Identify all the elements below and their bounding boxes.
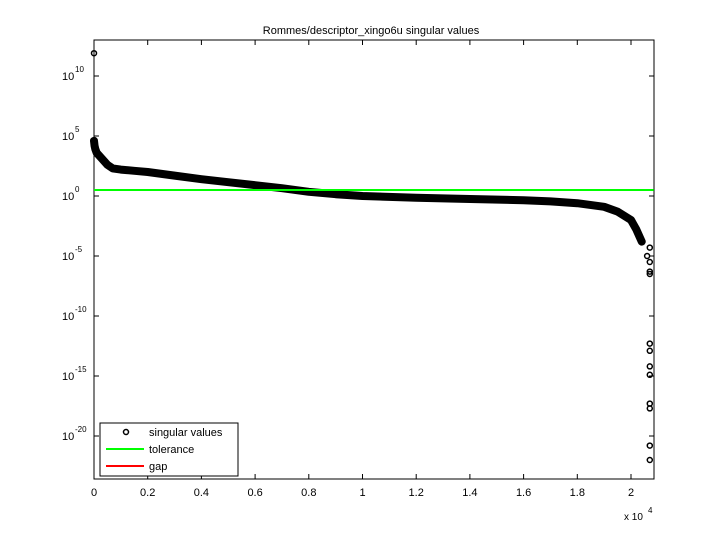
y-tick-label-exp: 0 <box>75 185 80 194</box>
x-tick-label: 2 <box>628 487 634 499</box>
data-point-circle <box>646 347 654 355</box>
data-point-circle <box>646 371 654 379</box>
y-tick-label-exp: -5 <box>75 245 83 254</box>
data-point-circle <box>646 340 654 347</box>
plot-area: 0 0.2 0.4 0.6 0.8 1 1.2 1.4 1.6 1.8 2 101010510010… <box>62 39 655 499</box>
x-tick-label: 0.2 <box>140 487 155 499</box>
data-point-circle <box>646 405 654 412</box>
chart-title: Rommes/descriptor_xingo6u singular value… <box>263 25 480 37</box>
data-point-circle <box>614 208 621 215</box>
y-tick-label-base: 10 <box>62 311 74 323</box>
legend-label-singular-values: singular values <box>149 427 223 439</box>
legend-label-gap: gap <box>149 461 167 473</box>
x-multiplier-label: x 10 <box>624 512 643 523</box>
data-point-circle <box>104 161 111 169</box>
x-tick-label: 1.4 <box>462 487 477 499</box>
data-point-circle <box>332 190 339 198</box>
singular-values-series <box>90 49 654 464</box>
data-point-circle <box>92 145 99 153</box>
data-point-circle <box>109 165 117 172</box>
data-point-circle <box>627 216 635 224</box>
data-point-circle <box>117 166 125 173</box>
x-tick-label: 1 <box>359 487 365 499</box>
data-point-circle <box>90 49 98 57</box>
y-tick-label-exp: -20 <box>75 425 87 434</box>
data-point-circle <box>225 178 232 186</box>
data-point-circle <box>646 258 654 266</box>
data-point-circle <box>171 172 178 179</box>
data-point-circle <box>646 268 654 275</box>
data-point-circle <box>466 195 474 203</box>
data-point-circle <box>251 181 259 189</box>
data-point-circle <box>547 198 554 205</box>
data-point-circle <box>646 442 654 449</box>
legend-label-tolerance: tolerance <box>149 444 194 456</box>
data-point-circle <box>98 155 106 163</box>
data-point-circle <box>646 363 654 370</box>
data-point-circle <box>198 175 205 183</box>
data-point-circle <box>144 168 151 176</box>
y-tick-label-exp: -10 <box>75 305 87 314</box>
x-tick-label: 1.8 <box>570 487 585 499</box>
y-tick-label-base: 10 <box>62 371 74 383</box>
y-tick-label-base: 10 <box>62 191 74 203</box>
data-point-circle <box>359 192 366 200</box>
legend-circle-marker-icon <box>122 428 130 436</box>
x-multiplier-exp: 4 <box>648 506 653 515</box>
data-point-circle <box>638 238 645 245</box>
data-point-circle <box>412 194 420 202</box>
x-tick-label: 0.6 <box>247 487 262 499</box>
x-tick-label: 0 <box>91 487 97 499</box>
x-tick-label: 1.6 <box>516 487 531 499</box>
y-tick-label-exp: 5 <box>75 125 80 134</box>
data-point-circle <box>646 244 654 251</box>
y-tick-label-base: 10 <box>62 431 74 443</box>
x-tick-label: 0.8 <box>301 487 316 499</box>
data-point-circle <box>93 149 100 157</box>
y-tick-label-base: 10 <box>62 131 74 143</box>
data-point-circle <box>646 270 654 278</box>
x-tick-label: 0.4 <box>194 487 209 499</box>
y-tick-label-exp: -15 <box>75 365 87 374</box>
x-axis: 0 0.2 0.4 0.6 0.8 1 1.2 1.4 1.6 1.8 2 <box>91 40 634 499</box>
x-multiplier: x 10 4 <box>624 506 653 523</box>
y-tick-label-base: 10 <box>62 251 74 263</box>
y-tick-label-base: 10 <box>62 71 74 83</box>
axes-box <box>93 39 655 480</box>
data-point-circle <box>574 199 581 207</box>
x-tick-label: 1.2 <box>409 487 424 499</box>
legend: singular values tolerance gap <box>99 422 239 477</box>
data-point-circle <box>91 142 98 149</box>
data-point-circle <box>646 456 654 464</box>
data-point-circle <box>520 196 527 204</box>
data-point-circle <box>633 226 640 233</box>
data-point-circle <box>131 167 138 175</box>
singular-values-curve <box>90 136 646 246</box>
y-tick-label-exp: 10 <box>75 65 84 74</box>
data-point-circle <box>600 203 608 211</box>
